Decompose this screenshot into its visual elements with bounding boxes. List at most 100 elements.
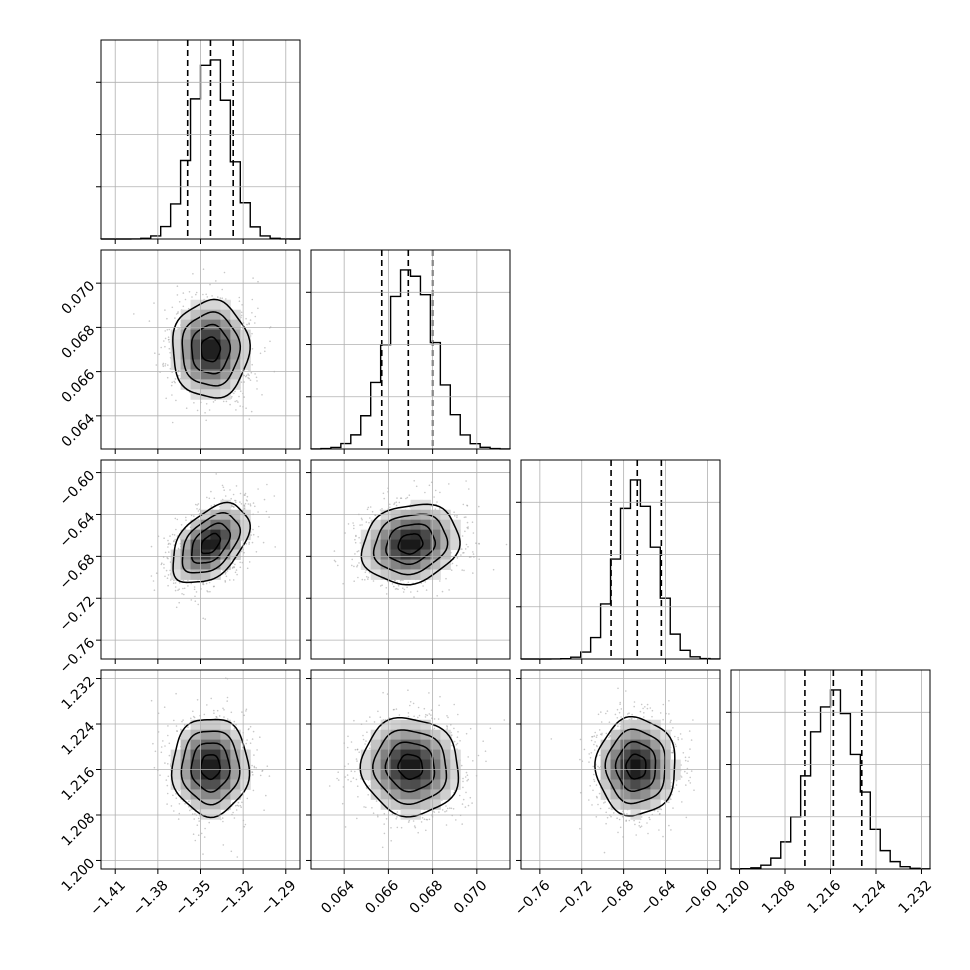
scatter-point [178, 803, 181, 805]
scatter-point [342, 582, 345, 585]
scatter-point [461, 535, 464, 537]
scatter-point [174, 378, 177, 380]
scatter-point [259, 352, 262, 355]
scatter-point [219, 297, 222, 299]
scatter-point [179, 536, 181, 539]
scatter-point [252, 502, 255, 504]
scatter-point [395, 501, 398, 504]
scatter-point [223, 716, 225, 718]
scatter-point [153, 302, 155, 304]
density-cell [210, 299, 221, 311]
scatter-point [243, 374, 245, 377]
scatter-point [192, 833, 195, 835]
scatter-point [464, 548, 467, 550]
scatter-point [182, 587, 184, 590]
scatter-point [234, 571, 237, 574]
scatter-point [248, 561, 251, 563]
scatter-point [167, 725, 169, 727]
scatter-point [433, 496, 435, 498]
scatter-point [235, 501, 237, 504]
scatter-point [222, 486, 225, 489]
scatter-point [250, 410, 253, 413]
scatter-point [204, 618, 206, 620]
scatter-point [174, 381, 176, 384]
scatter-point [172, 794, 174, 797]
scatter-point [274, 546, 277, 548]
scatter-point [465, 516, 467, 518]
scatter-point [413, 480, 416, 482]
scatter-point [471, 521, 474, 523]
scatter-point [233, 720, 236, 723]
scatter-point [217, 296, 219, 298]
scatter-point [206, 704, 208, 706]
scatter-point [478, 542, 480, 545]
scatter-point [248, 543, 250, 545]
scatter-point [354, 538, 356, 541]
scatter-point [226, 570, 229, 572]
scatter-point [164, 363, 167, 365]
scatter-point [168, 347, 171, 350]
scatter-point [369, 506, 372, 508]
scatter-point [181, 593, 183, 595]
scatter-point [231, 395, 233, 398]
scatter-point [177, 312, 179, 315]
scatter-point [197, 510, 200, 512]
scatter-point [365, 575, 368, 578]
scatter-point [222, 400, 225, 403]
scatter-point [188, 291, 191, 293]
scatter-point [256, 388, 258, 390]
scatter-point [153, 589, 156, 591]
scatter-point [194, 503, 197, 506]
scatter-point [208, 497, 211, 500]
scatter-point [356, 564, 359, 567]
scatter-point [255, 376, 258, 379]
scatter-point [208, 821, 210, 824]
scatter-point [175, 725, 178, 727]
scatter-point [154, 352, 156, 355]
scatter-point [167, 364, 169, 366]
scatter-point [238, 300, 241, 303]
scatter-point [230, 711, 233, 714]
scatter-point [256, 380, 258, 382]
scatter-point [360, 517, 363, 520]
scatter-point [257, 307, 259, 310]
scatter-point [250, 371, 253, 374]
scatter-point [259, 774, 262, 777]
scatter-point [168, 754, 171, 757]
scatter-point [178, 812, 181, 815]
scatter-point [174, 582, 177, 584]
scatter-point [395, 504, 398, 507]
scatter-point [240, 550, 243, 553]
scatter-point [161, 562, 163, 564]
histogram-step [310, 269, 511, 450]
scatter-point [175, 797, 178, 799]
scatter-point [462, 552, 464, 554]
scatter-point [467, 527, 469, 530]
scatter-point [240, 381, 243, 384]
scatter-point [206, 296, 209, 298]
scatter-point [192, 715, 195, 718]
scatter-point [239, 405, 241, 407]
scatter-point [454, 515, 456, 517]
scatter-point [202, 853, 204, 855]
scatter-point [167, 339, 170, 341]
scatter-point [389, 506, 391, 509]
scatter-point [205, 582, 208, 585]
scatter-point [436, 501, 438, 503]
scatter-point [241, 801, 243, 804]
scatter-point [235, 485, 238, 487]
scatter-point [337, 564, 339, 567]
scatter-point [361, 578, 364, 581]
scatter-point [171, 394, 173, 396]
scatter-point [193, 402, 195, 404]
histogram-panel-2 [310, 250, 511, 450]
scatter-point [243, 494, 246, 496]
scatter-point [364, 579, 366, 581]
scatter-point [249, 504, 252, 507]
scatter-point [236, 400, 238, 402]
scatter-point [359, 524, 361, 526]
scatter-point [162, 364, 164, 366]
scatter-point [210, 505, 213, 507]
scatter-point [167, 584, 169, 587]
scatter-point [163, 340, 165, 342]
